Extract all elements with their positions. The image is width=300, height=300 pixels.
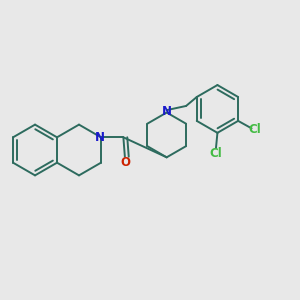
Text: Cl: Cl xyxy=(249,123,262,136)
Text: N: N xyxy=(162,104,172,118)
Text: N: N xyxy=(94,131,104,144)
Text: O: O xyxy=(121,156,131,169)
Text: Cl: Cl xyxy=(210,147,222,160)
